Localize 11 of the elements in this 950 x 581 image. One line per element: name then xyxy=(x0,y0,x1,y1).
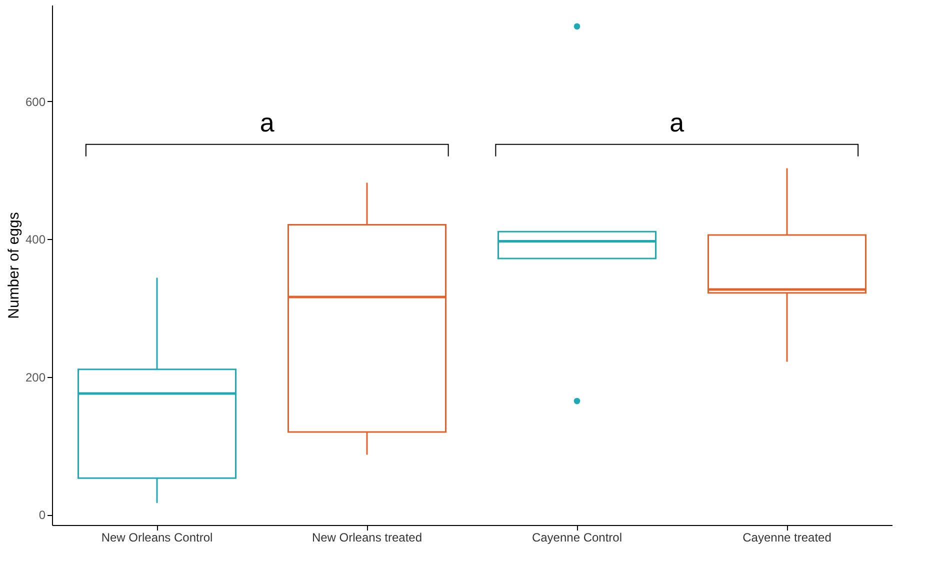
x-tick-label: Cayenne treated xyxy=(742,530,832,544)
y-tick-label: 600 xyxy=(25,94,46,109)
y-tick-label: 200 xyxy=(25,370,46,384)
y-tick-label: 400 xyxy=(25,232,46,247)
y-axis-title: Number of eggs xyxy=(5,212,22,319)
annotation: a xyxy=(260,107,275,138)
x-tick-label: New Orleans treated xyxy=(312,530,422,544)
annotation: a xyxy=(670,107,685,138)
y-tick-label: 0 xyxy=(38,508,46,522)
x-tick-label: New Orleans Control xyxy=(101,530,213,544)
x-tick-label: Cayenne Control xyxy=(532,530,622,544)
